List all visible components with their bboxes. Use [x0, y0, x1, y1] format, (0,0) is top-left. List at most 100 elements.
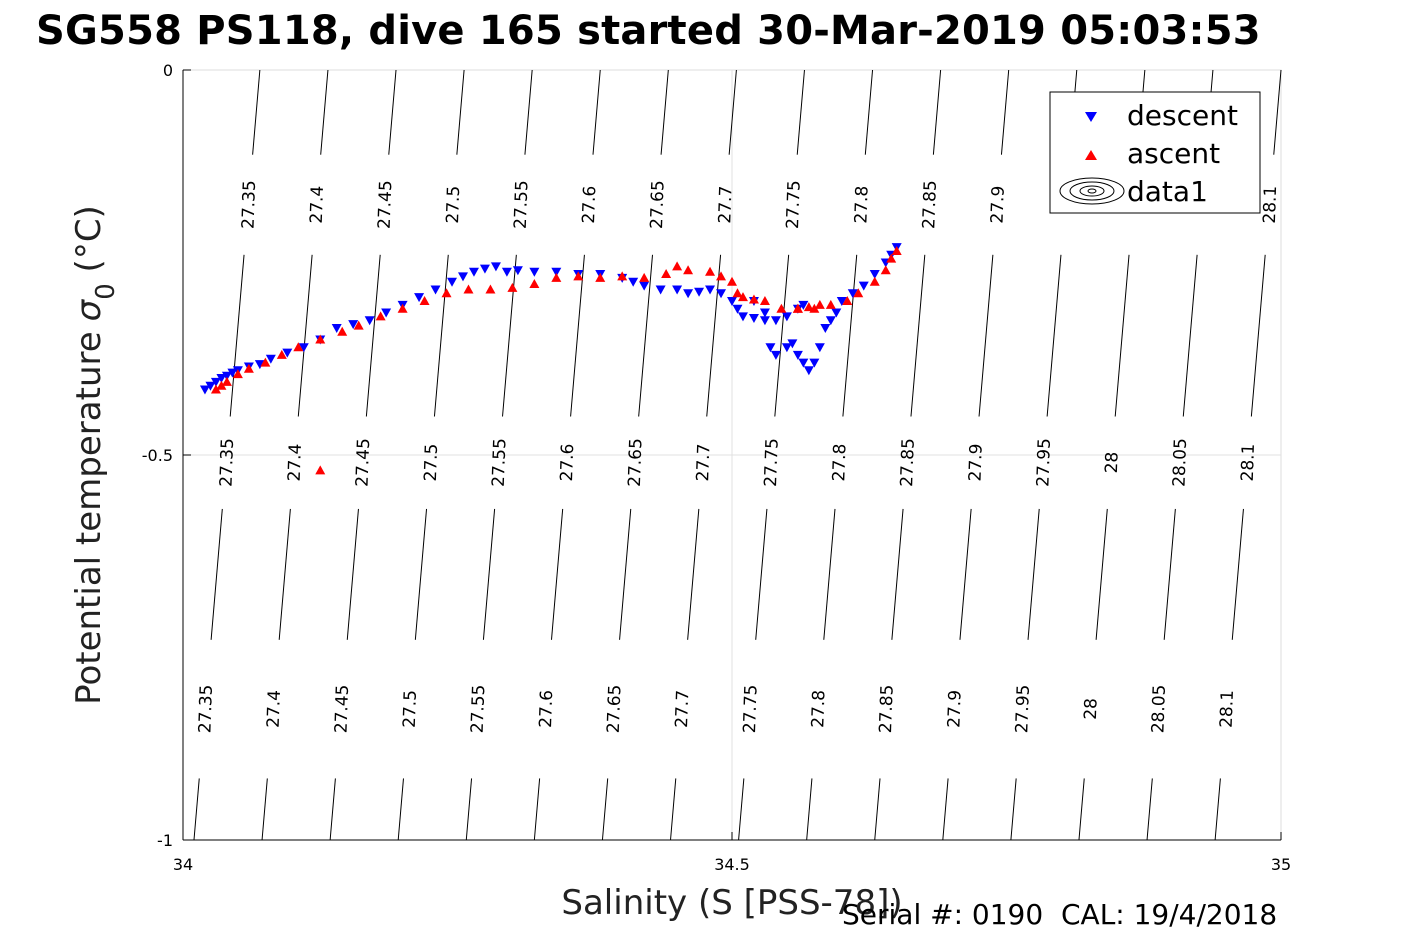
contour-label: 27.6	[579, 185, 600, 224]
contour-line	[1163, 508, 1176, 640]
y-tick-label: 0	[163, 61, 173, 80]
footer-serial-cal: Serial #: 0190 CAL: 19/4/2018	[842, 898, 1278, 931]
contour-label: 28	[1081, 698, 1102, 720]
legend: descent ascent data1	[1049, 91, 1261, 214]
contour-label: 27.35	[216, 438, 238, 487]
ascent-point	[853, 288, 864, 298]
contour-line	[619, 508, 632, 640]
descent-point	[282, 348, 293, 358]
descent-point	[770, 350, 781, 360]
ascent-point	[803, 302, 814, 312]
contour-line	[482, 508, 496, 640]
legend-data1-label: data1	[1127, 175, 1208, 208]
descent-point	[254, 360, 265, 370]
y-axis-label: Potential temperature σ0 (°C)	[69, 205, 121, 705]
descent-point	[468, 267, 479, 277]
y-tick-label: -0.5	[142, 446, 173, 465]
descent-point	[803, 366, 814, 376]
descent-point	[836, 297, 847, 306]
contour-line	[1182, 254, 1198, 417]
ascent-point	[210, 384, 221, 394]
descent-point	[814, 343, 825, 353]
descent-point	[809, 358, 820, 368]
contour-line	[533, 778, 541, 841]
contour-line	[806, 778, 813, 841]
density-contours: 27.35 27.4 27.45 27.5 27.55 27.6 27.65 27.7 27.7…	[193, 69, 1282, 841]
ascent-point	[869, 276, 880, 286]
ascent-point	[276, 349, 287, 359]
contour-line	[570, 254, 585, 417]
x-tick-label: 35	[1271, 855, 1291, 874]
ascent-point	[825, 299, 836, 309]
descent-point	[727, 297, 737, 306]
ascent-point	[683, 265, 694, 275]
contour-line	[728, 69, 737, 155]
contour-line	[842, 254, 858, 417]
descent-point	[430, 285, 441, 295]
ascent-point	[737, 292, 748, 302]
contour-line	[278, 508, 291, 640]
descent-point	[655, 285, 666, 295]
descent-point	[457, 272, 468, 282]
contour-label: 27.8	[829, 443, 850, 482]
descent-point	[825, 316, 836, 326]
descent-point	[716, 289, 727, 299]
legend-box	[1049, 91, 1261, 214]
contour-label: 27.95	[1012, 684, 1034, 733]
ascent-point	[880, 265, 891, 275]
descent-point	[479, 264, 490, 274]
descent-point	[759, 316, 770, 326]
ascent-point	[441, 288, 452, 298]
contour-label: 28.1	[1260, 185, 1281, 224]
contour-line	[1046, 254, 1062, 417]
ascent-point	[419, 296, 430, 305]
contour-line	[456, 69, 465, 155]
contour-label: 27.6	[536, 690, 557, 729]
contour-label: 27.65	[647, 180, 669, 229]
contour-line	[1095, 508, 1108, 640]
contour-line	[670, 778, 677, 841]
descent-point	[737, 312, 748, 322]
descent-point	[298, 343, 309, 353]
contour-line	[796, 69, 805, 155]
ascent-point	[353, 320, 364, 330]
descent-point	[628, 277, 639, 287]
contour-line	[910, 254, 926, 417]
contour-line	[414, 508, 428, 640]
descent-point	[787, 339, 798, 349]
y-axis-label-symbol: σ	[69, 298, 109, 321]
ascent-point	[375, 311, 386, 321]
contour-label: 27.75	[761, 438, 783, 487]
contour-line	[1027, 508, 1040, 640]
ascent-point	[485, 284, 496, 294]
contour-label: 27.4	[285, 443, 306, 482]
contour-label: 27.75	[740, 684, 762, 733]
x-axis-label: Salinity (S [PSS-78])	[561, 883, 902, 923]
contour-label: 27.55	[511, 180, 533, 229]
descent-point	[381, 308, 392, 318]
contour-line	[755, 508, 768, 640]
contour-label: 27.85	[897, 438, 919, 487]
contour-label: 28	[1102, 451, 1123, 473]
contour-line	[524, 69, 533, 155]
ascent-point	[759, 296, 770, 305]
contour-line	[1078, 778, 1085, 841]
contour-line	[864, 69, 874, 155]
contour-line	[252, 69, 261, 155]
descent-point	[639, 281, 650, 291]
ascent-point	[529, 279, 540, 289]
descent-point	[227, 368, 238, 378]
ascent-point	[661, 269, 672, 279]
ascent-point	[617, 271, 628, 281]
descent-point	[820, 323, 831, 333]
descent-point	[501, 267, 512, 277]
contour-label: 27.65	[625, 438, 647, 487]
contour-line	[687, 508, 700, 640]
descent-point	[414, 293, 425, 303]
descent-point	[490, 262, 501, 272]
contour-line	[978, 254, 994, 417]
legend-descent-label: descent	[1127, 99, 1238, 132]
ascent-point	[573, 271, 584, 281]
descent-point	[210, 377, 221, 387]
contour-line	[891, 508, 904, 640]
